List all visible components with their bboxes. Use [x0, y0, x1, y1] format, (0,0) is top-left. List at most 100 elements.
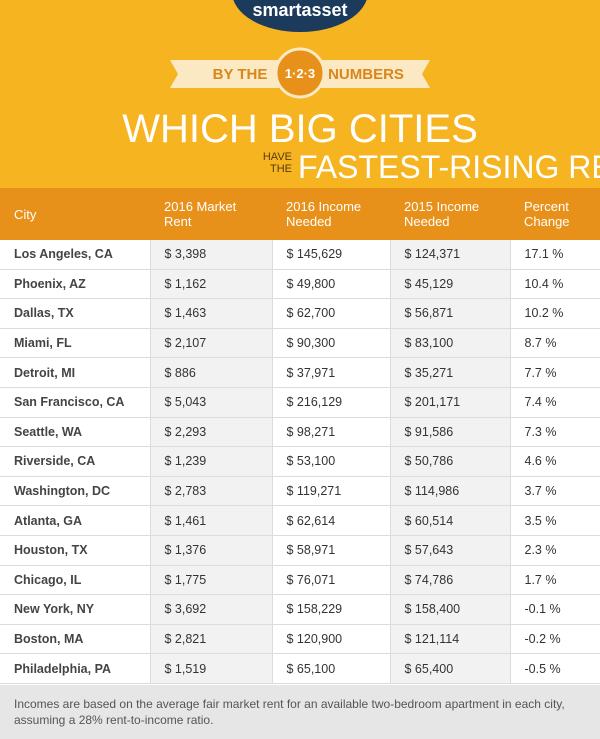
footnote: Incomes are based on the average fair ma…: [0, 685, 600, 739]
banner: smartasset BY THE 1·2·3 NUMBERS WHICH BI…: [0, 0, 600, 188]
header-line: City: [14, 206, 37, 222]
table-cell: -0.2 %: [510, 624, 600, 655]
table-cell: $ 158,229: [272, 594, 391, 625]
table-cell: $ 49,800: [272, 269, 391, 300]
table-cell: $ 58,971: [272, 535, 391, 566]
table-cell: $ 2,293: [150, 417, 273, 448]
table-cell: $ 1,775: [150, 565, 273, 596]
table-cell: Los Angeles, CA: [0, 240, 151, 270]
header-line: Rent: [164, 214, 192, 229]
ribbon-left: BY THE: [213, 66, 268, 83]
table-cell: 7.3 %: [510, 417, 600, 448]
header-line: Needed: [404, 214, 450, 229]
table-cell: Seattle, WA: [0, 417, 151, 448]
table-cell: $ 158,400: [390, 594, 511, 625]
table-cell: $ 3,398: [150, 240, 273, 270]
header-line: Needed: [286, 214, 332, 229]
table-row: Phoenix, AZ $ 1,162 $ 49,800 $ 45,129 10.4 %: [0, 269, 600, 300]
table-cell: Dallas, TX: [0, 298, 151, 329]
column-header: 2015 Income Needed: [390, 188, 510, 240]
table-cell: $ 62,700: [272, 298, 391, 329]
table-row: Philadelphia, PA $ 1,519 $ 65,100 $ 65,400-…: [0, 653, 600, 684]
title-small: THE: [270, 163, 292, 175]
table-cell: $ 1,162: [150, 269, 273, 300]
table-cell: $ 121,114: [390, 624, 511, 655]
table-row: San Francisco, CA $ 5,043 $ 216,129 $ 201,1…: [0, 387, 600, 418]
table-cell: $ 1,239: [150, 446, 273, 477]
table-row: Riverside, CA $ 1,239 $ 53,100 $ 50,786 4.6 …: [0, 446, 600, 477]
title-line2: FASTEST-RISING RENTS?: [298, 149, 600, 185]
table-cell: $ 98,271: [272, 417, 391, 448]
table-cell: $ 45,129: [390, 269, 511, 300]
table-cell: $ 56,871: [390, 298, 511, 329]
table-row: Chicago, IL $ 1,775 $ 76,071 $ 74,786 1.7 %: [0, 565, 600, 596]
table-cell: $ 201,171: [390, 387, 511, 418]
table-cell: $ 1,376: [150, 535, 273, 566]
title-line1: WHICH BIG CITIES: [122, 107, 478, 151]
table-row: Houston, TX $ 1,376 $ 58,971 $ 57,643 2.3 %: [0, 535, 600, 566]
table-cell: 3.5 %: [510, 505, 600, 536]
table-cell: Riverside, CA: [0, 446, 151, 477]
table-cell: Boston, MA: [0, 624, 151, 655]
table-cell: $ 50,786: [390, 446, 511, 477]
table-cell: $ 62,614: [272, 505, 391, 536]
table-cell: $ 65,400: [390, 653, 511, 684]
table-cell: $ 76,071: [272, 565, 391, 596]
table-cell: $ 5,043: [150, 387, 273, 418]
table-cell: Miami, FL: [0, 328, 151, 359]
table-cell: $ 2,821: [150, 624, 273, 655]
table-cell: $ 91,586: [390, 417, 511, 448]
header-line: 2016 Income: [286, 199, 362, 214]
title-small: HAVE: [263, 151, 292, 163]
table-cell: $ 120,900: [272, 624, 391, 655]
table-cell: Atlanta, GA: [0, 505, 151, 536]
table-row: Washington, DC $ 2,783 $ 119,271 $ 114,986 3…: [0, 476, 600, 507]
ribbon-badge-circle: [274, 47, 326, 99]
table-cell: $ 2,783: [150, 476, 273, 507]
header-line: Change: [524, 214, 570, 229]
header-line: 2015 Income: [404, 199, 480, 214]
table-cell: $ 114,986: [390, 476, 511, 507]
table-row: New York, NY $ 3,692 $ 158,229 $ 158,400 -0.…: [0, 594, 600, 625]
table-cell: 10.4 %: [510, 269, 600, 300]
table-cell: $ 60,514: [390, 505, 511, 536]
header-line: Percent: [524, 199, 569, 214]
table-cell: $ 1,519: [150, 653, 273, 684]
logo-badge: [233, 0, 367, 32]
table-cell: -0.1 %: [510, 594, 600, 625]
rent-table: City 2016 Market Rent 2016 Income Needed 2015…: [0, 188, 600, 684]
table-cell: 8.7 %: [510, 328, 600, 359]
table-cell: 7.7 %: [510, 357, 600, 388]
table-cell: 10.2 %: [510, 298, 600, 329]
table-cell: $ 90,300: [272, 328, 391, 359]
table-cell: $ 124,371: [390, 240, 511, 270]
table-row: Miami, FL $ 2,107 $ 90,300 $ 83,100 8.7 %: [0, 328, 600, 359]
table-cell: $ 35,271: [390, 357, 511, 388]
table-row: Atlanta, GA $ 1,461 $ 62,614 $ 60,514 3.5 %: [0, 505, 600, 536]
table-cell: $ 1,461: [150, 505, 273, 536]
header-row: City 2016 Market Rent 2016 Income Needed 2015…: [0, 188, 600, 240]
table-cell: San Francisco, CA: [0, 387, 151, 418]
table-row: Dallas, TX $ 1,463 $ 62,700 $ 56,871 10.2 %: [0, 298, 600, 329]
table-body: Los Angeles, CA $ 3,398 $ 145,629 $ 124,371…: [0, 240, 600, 684]
table-cell: 2.3 %: [510, 535, 600, 566]
table-cell: Detroit, MI: [0, 357, 151, 388]
ribbon-right: NUMBERS: [328, 66, 404, 83]
table-cell: $ 145,629: [272, 240, 391, 270]
table-cell: 7.4 %: [510, 387, 600, 418]
table-cell: -0.5 %: [510, 653, 600, 684]
table-cell: Phoenix, AZ: [0, 269, 151, 300]
table-cell: $ 1,463: [150, 298, 273, 329]
table-cell: $ 65,100: [272, 653, 391, 684]
table-row: Seattle, WA $ 2,293 $ 98,271 $ 91,586 7.3 %: [0, 417, 600, 448]
table-cell: New York, NY: [0, 594, 151, 625]
table-cell: 4.6 %: [510, 446, 600, 477]
table-cell: $ 2,107: [150, 328, 273, 359]
column-header: 2016 Income Needed: [272, 188, 390, 240]
banner-art: smartasset BY THE 1·2·3 NUMBERS WHICH BI…: [122, 0, 600, 185]
header-line: 2016 Market: [164, 199, 237, 214]
table-cell: $ 53,100: [272, 446, 391, 477]
table-row: Detroit, MI $ 886 $ 37,971 $ 35,271 7.7 %: [0, 357, 600, 388]
table-cell: 3.7 %: [510, 476, 600, 507]
table-row: Boston, MA $ 2,821 $ 120,900 $ 121,114 -0.2 …: [0, 624, 600, 655]
